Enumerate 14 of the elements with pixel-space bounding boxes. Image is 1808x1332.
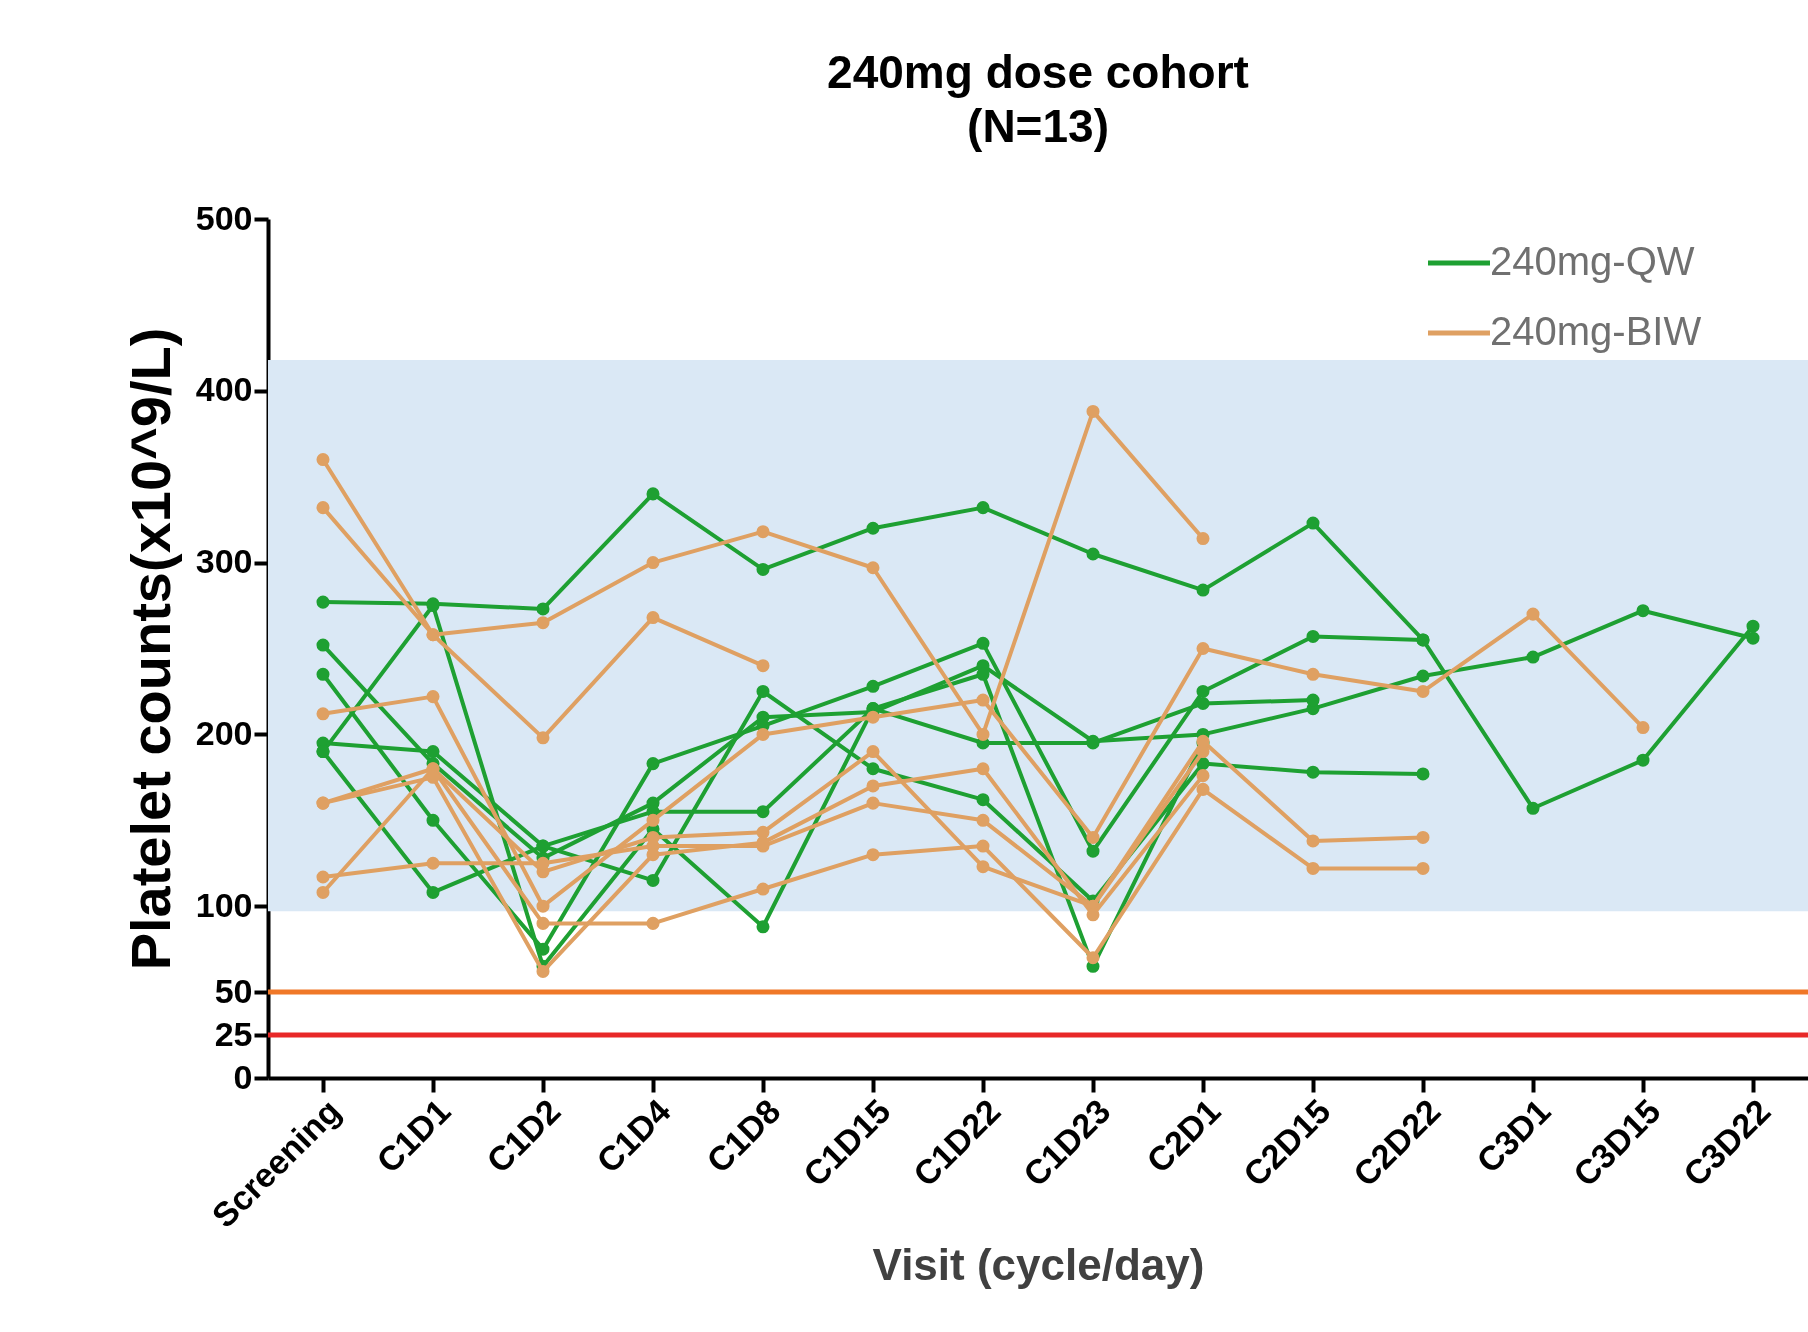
y-tick-label: 400 [195,370,253,409]
chart-title: 240mg dose cohort [827,46,1249,98]
y-tick-label: 200 [195,713,253,752]
y-tick-label: 25 [214,1014,253,1053]
y-tick-label: 500 [195,198,253,237]
y-tick-label: 100 [195,885,253,924]
y-tick-label: 300 [195,542,253,581]
x-axis-title: Visit (cycle/day) [872,1239,1205,1289]
y-tick-label: 50 [214,971,253,1010]
y-tick-label: 0 [233,1057,253,1096]
chart-subtitle: (N=13) [967,100,1109,152]
y-axis-title: Platelet counts(x10^9/L) [118,327,182,971]
legend-label: 240mg-QW [1490,239,1695,283]
legend-label: 240mg-BIW [1490,309,1702,353]
